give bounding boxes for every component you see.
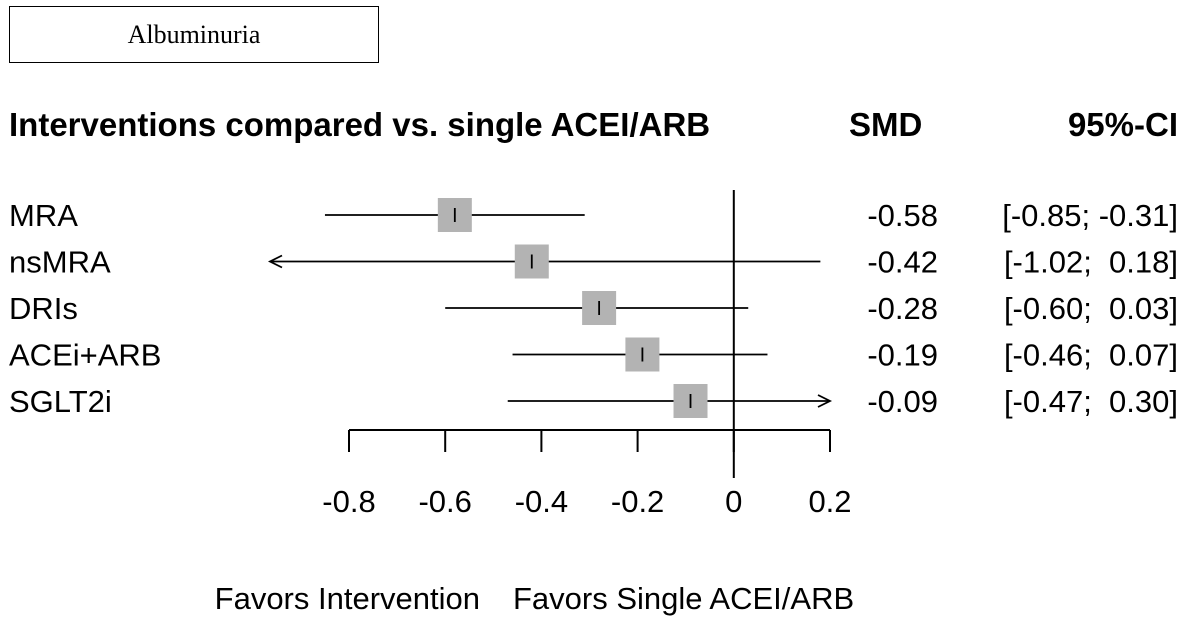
ci-arrow-right: [817, 394, 833, 408]
header-ci-column: 95%-CI: [1068, 106, 1178, 143]
row-ci: [-1.02; 0.18]: [1004, 245, 1178, 280]
panel-label: Albuminuria: [127, 19, 261, 49]
x-tick-label: -0.6: [418, 484, 471, 519]
row-label: ACEi+ARB: [9, 338, 161, 373]
forest-row: DRIs -0.28 [-0.60; 0.03]: [9, 291, 1178, 326]
ci-arrow-left: [267, 254, 283, 269]
row-estimate: -0.19: [867, 338, 938, 373]
forest-row: ACEi+ARB -0.19 [-0.46; 0.07]: [9, 337, 1178, 373]
xlabel-right: Favors Single ACEI/ARB: [513, 581, 854, 616]
row-ci: [-0.60; 0.03]: [1004, 291, 1178, 326]
x-tick-label: -0.4: [515, 484, 568, 519]
header-estimate-column: SMD: [849, 106, 922, 143]
forest-row: nsMRA -0.42 [-1.02; 0.18]: [9, 244, 1178, 280]
row-estimate: -0.28: [867, 291, 938, 326]
row-estimate: -0.58: [867, 198, 938, 233]
row-label: MRA: [9, 198, 78, 233]
xlabel-left: Favors Intervention: [215, 581, 480, 616]
forest-row: SGLT2i -0.09 [-0.47; 0.30]: [9, 384, 1178, 419]
x-tick-label: -0.8: [322, 484, 375, 519]
row-ci: [-0.47; 0.30]: [1004, 384, 1178, 419]
header-study-column: Interventions compared vs. single ACEI/A…: [9, 106, 710, 143]
row-label: SGLT2i: [9, 384, 112, 419]
row-ci: [-0.85; -0.31]: [1002, 198, 1178, 233]
row-label: nsMRA: [9, 245, 111, 280]
x-tick-label: 0.2: [808, 484, 851, 519]
row-estimate: -0.09: [867, 384, 938, 419]
x-tick-label: -0.2: [611, 484, 664, 519]
x-tick-label: 0: [725, 484, 742, 519]
row-estimate: -0.42: [867, 245, 938, 280]
panel-label-box: Albuminuria: [9, 6, 379, 63]
row-label: DRIs: [9, 291, 78, 326]
row-ci: [-0.46; 0.07]: [1004, 338, 1178, 373]
forest-row: MRA -0.58 [-0.85; -0.31]: [9, 198, 1178, 233]
